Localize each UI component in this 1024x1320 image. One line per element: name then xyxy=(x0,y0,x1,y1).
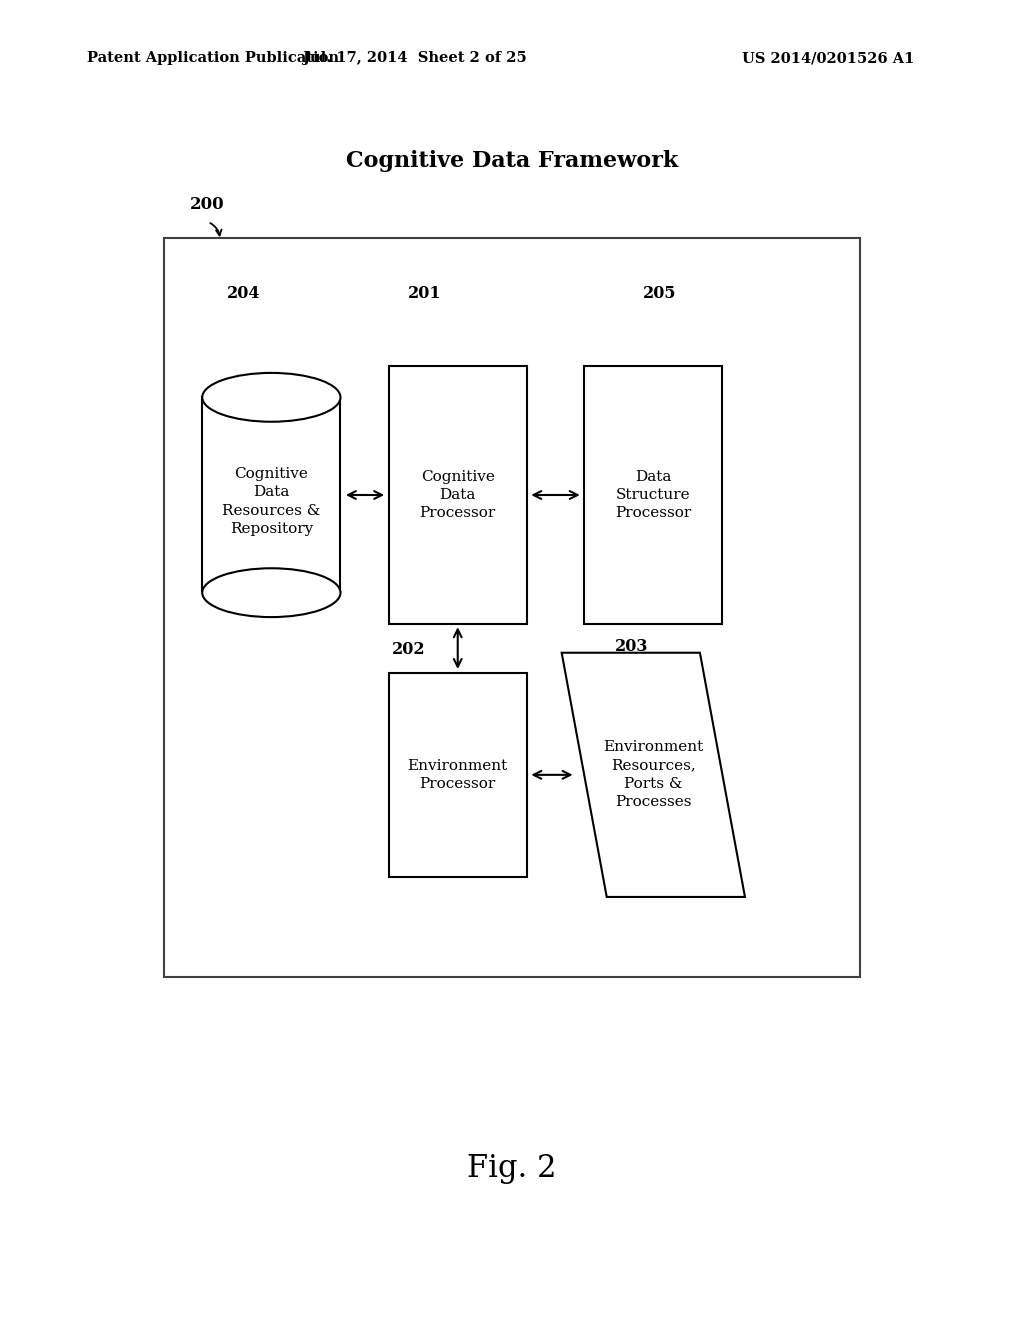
Text: 205: 205 xyxy=(643,285,677,301)
Ellipse shape xyxy=(203,568,340,616)
Text: 200: 200 xyxy=(189,197,224,213)
Bar xyxy=(203,397,340,593)
Text: 204: 204 xyxy=(227,285,261,301)
Text: 201: 201 xyxy=(408,285,441,301)
Text: Cognitive
Data
Resources &
Repository: Cognitive Data Resources & Repository xyxy=(222,467,321,536)
Bar xyxy=(584,367,723,624)
Bar xyxy=(389,673,526,878)
Text: Environment
Resources,
Ports &
Processes: Environment Resources, Ports & Processes xyxy=(603,741,703,809)
Bar xyxy=(389,367,526,624)
Text: Patent Application Publication: Patent Application Publication xyxy=(87,51,339,65)
Ellipse shape xyxy=(203,374,340,422)
Text: Cognitive Data Framework: Cognitive Data Framework xyxy=(346,150,678,172)
Text: Cognitive
Data
Processor: Cognitive Data Processor xyxy=(420,470,496,520)
Text: Data
Structure
Processor: Data Structure Processor xyxy=(615,470,691,520)
Text: Environment
Processor: Environment Processor xyxy=(408,759,508,791)
Bar xyxy=(164,238,860,977)
Text: Fig. 2: Fig. 2 xyxy=(467,1152,557,1184)
Text: 203: 203 xyxy=(614,639,648,655)
Polygon shape xyxy=(561,653,745,898)
Text: 202: 202 xyxy=(392,642,426,657)
Text: Jul. 17, 2014  Sheet 2 of 25: Jul. 17, 2014 Sheet 2 of 25 xyxy=(303,51,526,65)
Text: US 2014/0201526 A1: US 2014/0201526 A1 xyxy=(742,51,914,65)
